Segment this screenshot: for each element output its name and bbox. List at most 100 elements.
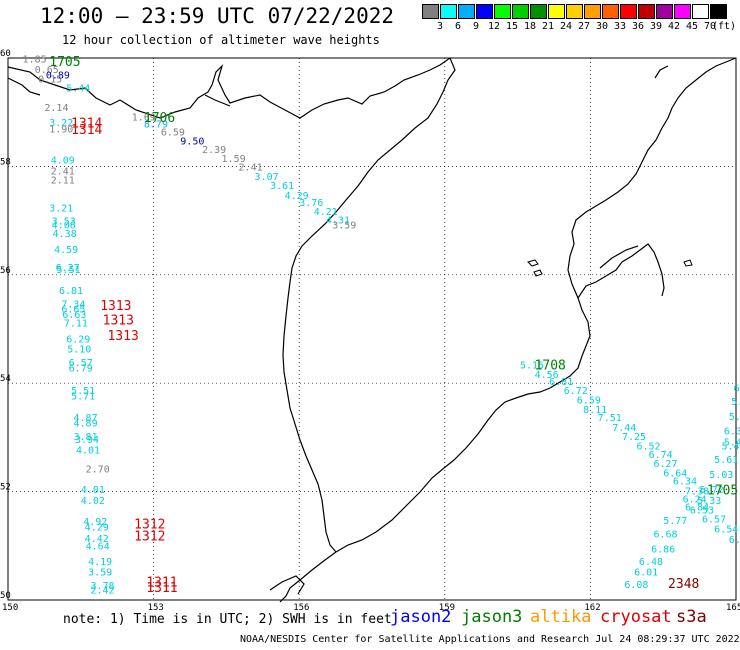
scale-label: 45 [685,21,699,32]
lat-lon-grid [8,58,736,600]
wave-height-value: 3.21 [49,203,73,214]
scale-swatch [656,4,673,19]
map-title: 12:00 – 23:59 UTC 07/22/2022 [40,4,395,28]
wave-height-value: 6.36 [724,427,740,438]
wave-height-value: 4.29 [85,523,109,534]
scale-label: 36 [631,21,645,32]
scale-swatch [530,4,547,19]
scale-swatch [674,4,691,19]
wave-height-value: 9.50 [180,137,204,148]
mission-label: cryosat [600,607,672,627]
latitude-labels: 60 58 56 54 52 50 [0,49,11,601]
wave-height-value: 3.81 [74,432,98,443]
wave-height-value: 5.10 [67,344,91,355]
wave-height-value: 4.31 [326,215,350,226]
wave-height-value: 2.39 [202,145,226,156]
wave-height-value: 4.02 [81,496,105,507]
scale-label: 18 [523,21,537,32]
longitude-label: 153 [148,603,164,613]
scale-swatch [638,4,655,19]
longitude-label: 159 [439,603,455,613]
wave-height-value: 7.25 [622,432,646,443]
wave-height-value: 6.59 [577,395,601,406]
wave-height-value: 1.85 [23,54,47,65]
wave-height-value: 5.71 [71,391,95,402]
wave-height-value: 6.27 [56,263,80,274]
wave-height-value: 3.76 [299,198,323,209]
wave-height-value: 1.69 [132,112,156,123]
wave-height-value: 5.45 [724,438,740,449]
scale-label: 3 [436,21,444,32]
scale-label: 42 [667,21,681,32]
wave-height-value: 4.21 [314,207,338,218]
wave-height-value: 4.56 [535,370,559,381]
wave-height-value: 6.1 [729,535,740,546]
latitude-label: 50 [0,591,11,601]
wave-height-value: 8.79 [144,119,168,130]
mission-label: s3a [676,607,707,627]
scale-label: 27 [577,21,591,32]
mission-label: jason2 [390,607,452,627]
pass-time-label: 2348 [668,577,699,592]
wave-height-value: 3.53 [52,216,76,227]
coastline [7,57,737,603]
wave-height-value: 7.34 [61,299,85,310]
wave-height-value: 4.87 [74,413,98,424]
wave-height-value: 5.51 [57,265,81,276]
scale-label: 15 [505,21,519,32]
pass-time-label: 1706 [144,111,175,126]
scale-label: 33 [613,21,627,32]
scale-swatch [602,4,619,19]
longitude-label: 156 [293,603,309,613]
pass-time-label: 1705 [49,55,80,70]
wave-height-value: 4.89 [74,419,98,430]
pass-time-label: 1314 [71,116,102,131]
wave-height-value: 4.09 [51,156,75,167]
scale-label: 24 [559,21,573,32]
wave-height-value: 4.06 [52,221,76,232]
longitude-label: 165 [726,603,740,613]
pass-time-label: 1312 [134,529,165,544]
wave-height-value: 1.90 [49,124,73,135]
wave-height-value: 6.53 [690,505,714,516]
pass-time-labels: 1705170613141314131313131313170813121312… [49,55,738,596]
wave-height-value: 6.79 [69,363,93,374]
wave-height-value: 0.89 [46,71,70,82]
scale-label: 12 [487,21,501,32]
wave-height-value: 6.34 [673,477,697,488]
wave-height-value: 5.44 [66,84,90,95]
wave-height-value: 5.77 [663,516,687,527]
wave-height-value: 7.11 [64,318,88,329]
longitude-labels: 150 153 156 159 162 165 [2,603,740,613]
mission-label: altika [530,607,592,627]
wave-height-value: 5.15 [520,361,544,372]
wave-height-value: 5.33 [697,496,721,507]
pass-time-label: 1313 [103,314,134,329]
latitude-label: 60 [0,49,11,59]
scale-swatch [566,4,583,19]
mission-label: jason3 [461,607,523,627]
wave-height-value: 6.86 [651,544,675,555]
wave-height-observations: 1.850.650.890.15 5.44 2.14 3.221.90 1.698.79… [23,54,740,596]
wave-height-value: 6 [734,383,740,394]
wave-height-value: 0.65 [35,65,59,76]
wave-height-value: 6.27 [653,459,677,470]
latitude-label: 54 [0,374,11,384]
scale-swatch [548,4,565,19]
pass-time-label: 1311 [146,575,177,590]
scale-swatch [422,4,439,19]
scale-swatch [710,4,727,19]
wave-height-value: 2.11 [51,176,75,187]
longitude-label: 150 [2,603,18,613]
wave-height-value: 7.51 [598,413,622,424]
pass-time-label: 1312 [134,517,165,532]
wave-height-value: 2.42 [91,585,115,596]
wave-height-value: 6.81 [59,286,83,297]
scale-label: 30 [595,21,609,32]
wave-height-value: 4.38 [53,229,77,240]
wave-height-value: 3.78 [91,581,115,592]
wave-height-value: 6.54 [714,524,738,535]
pass-time-label: 1314 [71,123,102,138]
scale-swatch [512,4,529,19]
wave-height-value: 7.44 [612,423,636,434]
